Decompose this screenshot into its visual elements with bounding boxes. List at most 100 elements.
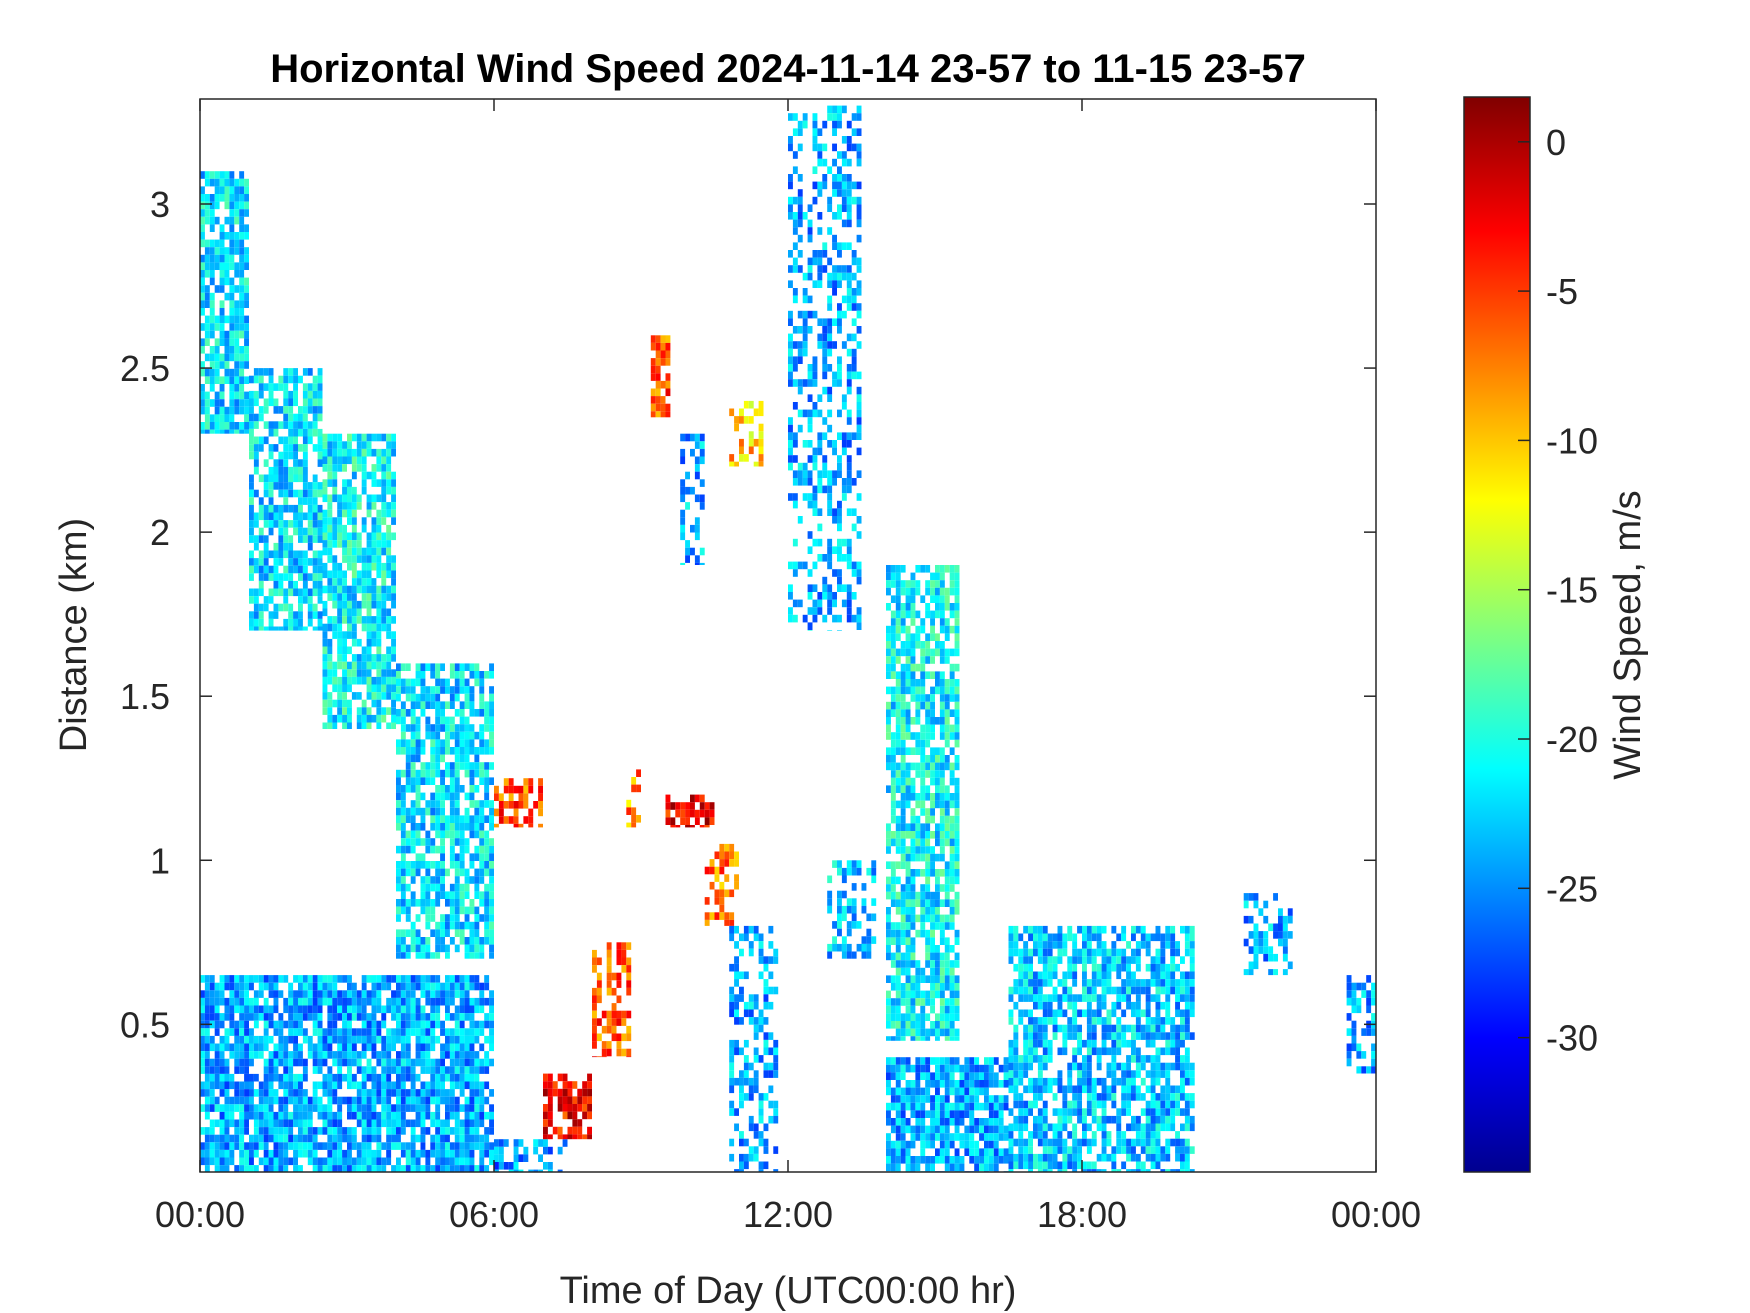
- heatmap-cell: [930, 595, 935, 603]
- heatmap-cell: [253, 512, 259, 521]
- heatmap-cell: [322, 562, 328, 571]
- heatmap-cell: [239, 376, 245, 384]
- heatmap-cell: [474, 709, 480, 717]
- heatmap-cell: [283, 1073, 289, 1082]
- heatmap-cell: [827, 105, 833, 114]
- heatmap-cell: [494, 823, 499, 828]
- heatmap-cell: [611, 1018, 617, 1026]
- heatmap-cell: [837, 860, 842, 868]
- heatmap-cell: [596, 957, 602, 966]
- heatmap-cell: [400, 1119, 406, 1128]
- heatmap-cell: [430, 990, 436, 998]
- heatmap-cell: [307, 1043, 313, 1052]
- heatmap-cell: [915, 929, 921, 938]
- heatmap-cell: [905, 945, 911, 953]
- heatmap-cell: [283, 1165, 289, 1172]
- heatmap-cell: [322, 638, 328, 647]
- heatmap-cell: [474, 731, 480, 740]
- heatmap-cell: [900, 899, 906, 907]
- heatmap-cell: [489, 929, 494, 937]
- heatmap-cell: [234, 406, 240, 415]
- heatmap-cell: [317, 413, 323, 422]
- heatmap-cell: [405, 1104, 411, 1112]
- heatmap-cell: [415, 701, 421, 709]
- heatmap-cell: [229, 1157, 235, 1166]
- heatmap-cell: [332, 990, 338, 998]
- heatmap-cell: [356, 570, 362, 579]
- heatmap-cell: [577, 1088, 583, 1097]
- heatmap-cell: [699, 448, 705, 457]
- heatmap-cell: [253, 466, 259, 475]
- heatmap-cell: [244, 1043, 249, 1052]
- heatmap-cell: [400, 944, 406, 953]
- heatmap-cell: [837, 113, 842, 121]
- heatmap-cell: [445, 731, 450, 740]
- heatmap-cell: [807, 326, 813, 334]
- heatmap-cell: [342, 570, 347, 579]
- heatmap-cell: [288, 398, 294, 407]
- heatmap-cell: [381, 616, 387, 624]
- heatmap-cell: [371, 540, 377, 548]
- heatmap-cell: [900, 610, 906, 619]
- heatmap-cell: [552, 1081, 558, 1089]
- heatmap-cell: [376, 494, 382, 503]
- heatmap-cell: [405, 997, 411, 1006]
- heatmap-cell: [547, 1146, 553, 1155]
- heatmap-cell: [474, 921, 480, 930]
- heatmap-cell: [386, 975, 392, 983]
- heatmap-cell: [249, 1089, 254, 1097]
- heatmap-cell: [317, 990, 323, 998]
- heatmap-cell: [312, 504, 318, 513]
- heatmap-cell: [376, 1134, 382, 1143]
- heatmap-cell: [479, 701, 485, 709]
- heatmap-cell: [792, 128, 798, 136]
- heatmap-cell: [278, 588, 284, 597]
- heatmap-cell: [449, 785, 455, 793]
- heatmap-cell: [371, 692, 377, 700]
- heatmap-cell: [680, 517, 686, 525]
- heatmap-cell: [856, 128, 862, 136]
- heatmap-cell: [283, 421, 289, 429]
- heatmap-cell: [841, 295, 847, 304]
- heatmap-cell: [484, 1111, 490, 1120]
- heatmap-cell: [484, 1134, 490, 1143]
- heatmap-cell: [469, 686, 475, 694]
- heatmap-cell: [930, 952, 935, 961]
- heatmap-cell: [724, 912, 730, 920]
- heatmap-cell: [797, 310, 803, 319]
- heatmap-cell: [224, 982, 230, 991]
- heatmap-cell: [851, 295, 857, 304]
- heatmap-cell: [846, 409, 852, 418]
- heatmap-cell: [302, 1119, 308, 1128]
- heatmap-cell: [846, 364, 852, 372]
- heatmap-cell: [351, 982, 357, 991]
- heatmap-cell: [239, 232, 245, 240]
- heatmap-cell: [440, 868, 445, 877]
- heatmap-cell: [935, 572, 940, 581]
- heatmap-cell: [405, 754, 411, 763]
- heatmap-cell: [405, 929, 411, 937]
- heatmap-cell: [910, 641, 916, 649]
- heatmap-cell: [415, 982, 421, 991]
- heatmap-cell: [351, 616, 357, 624]
- heatmap-cell: [454, 1096, 460, 1105]
- heatmap-cell: [905, 580, 911, 588]
- heatmap-cell: [386, 722, 392, 729]
- heatmap-cell: [513, 1162, 519, 1170]
- heatmap-cell: [405, 807, 411, 816]
- heatmap-cell: [273, 428, 279, 437]
- heatmap-cell: [484, 1035, 490, 1044]
- heatmap-cell: [366, 1149, 372, 1158]
- heatmap-cell: [479, 1119, 485, 1128]
- heatmap-cell: [606, 957, 612, 966]
- heatmap-cell: [361, 1013, 367, 1021]
- heatmap-cell: [234, 376, 240, 384]
- heatmap-cell: [327, 646, 333, 655]
- heatmap-cell: [440, 1081, 445, 1090]
- heatmap-cell: [312, 588, 318, 597]
- heatmap-cell: [317, 428, 323, 437]
- heatmap-cell: [415, 678, 421, 687]
- heatmap-cell: [886, 998, 891, 1006]
- heatmap-cell: [332, 1035, 338, 1044]
- heatmap-cell: [513, 816, 519, 824]
